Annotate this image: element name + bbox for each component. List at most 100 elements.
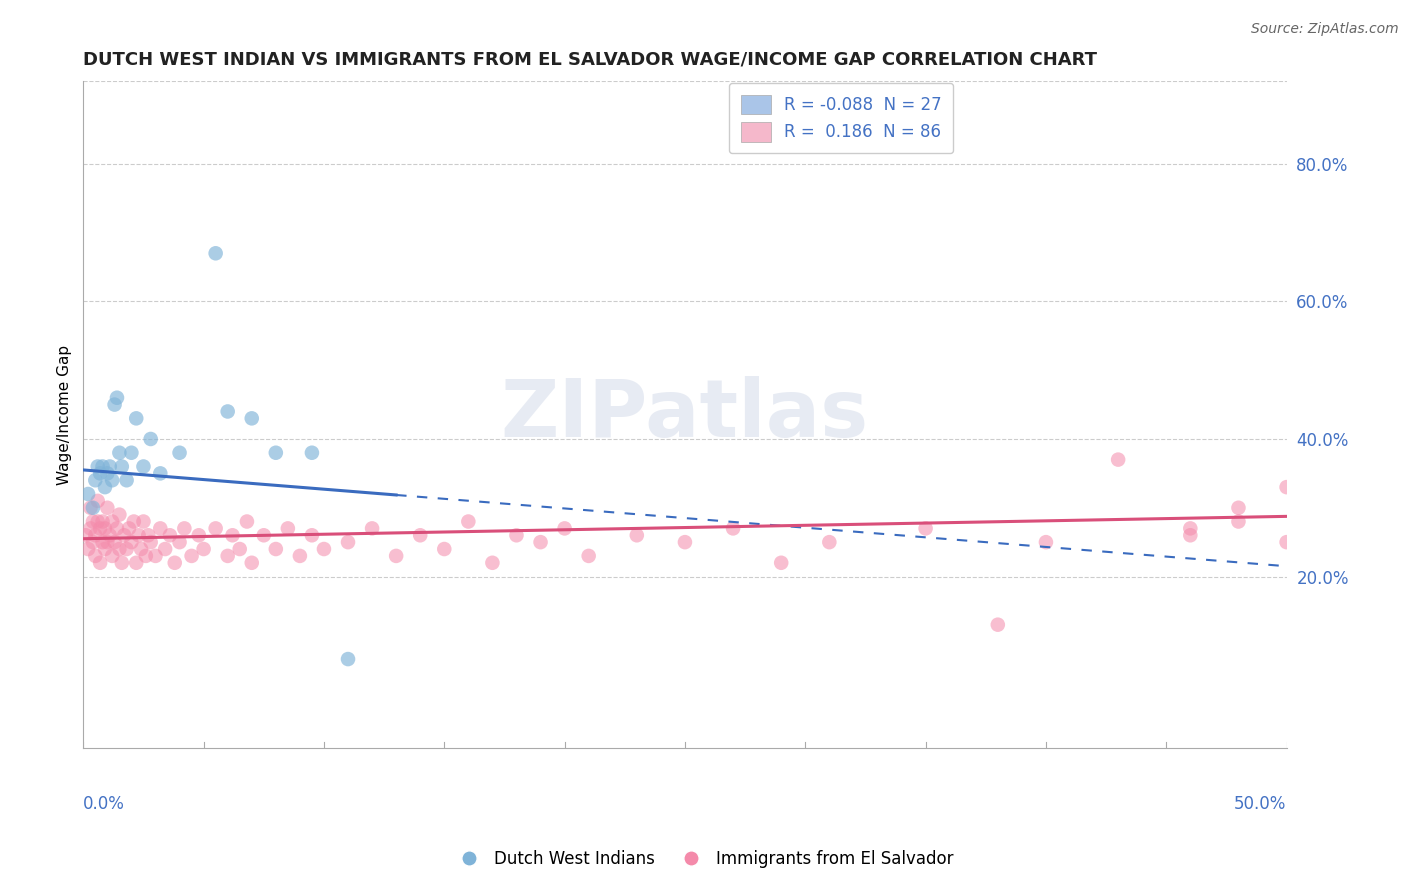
- Point: [94, 521, 117, 535]
- Point: [89, 521, 111, 535]
- Legend: Dutch West Indians, Immigrants from El Salvador: Dutch West Indians, Immigrants from El S…: [446, 844, 960, 875]
- Point: [79, 500, 101, 515]
- Point: [361, 521, 384, 535]
- Point: [187, 528, 209, 542]
- Point: [173, 521, 195, 535]
- Text: ZIPatlas: ZIPatlas: [501, 376, 869, 454]
- Point: [169, 535, 191, 549]
- Point: [1180, 521, 1202, 535]
- Point: [128, 528, 150, 542]
- Point: [120, 446, 142, 460]
- Y-axis label: Wage/Income Gap: Wage/Income Gap: [58, 345, 72, 485]
- Point: [1227, 515, 1250, 529]
- Point: [91, 515, 114, 529]
- Point: [337, 652, 360, 666]
- Point: [122, 515, 145, 529]
- Point: [87, 515, 110, 529]
- Point: [111, 459, 134, 474]
- Point: [204, 521, 226, 535]
- Point: [1180, 528, 1202, 542]
- Point: [673, 535, 696, 549]
- Point: [96, 535, 118, 549]
- Point: [433, 542, 456, 557]
- Point: [180, 549, 202, 563]
- Point: [253, 528, 276, 542]
- Point: [94, 480, 117, 494]
- Point: [77, 487, 100, 501]
- Point: [1107, 452, 1129, 467]
- Point: [457, 515, 479, 529]
- Point: [115, 473, 138, 487]
- Point: [264, 446, 287, 460]
- Point: [301, 446, 323, 460]
- Point: [105, 521, 128, 535]
- Point: [409, 528, 432, 542]
- Point: [125, 556, 148, 570]
- Point: [228, 542, 250, 557]
- Point: [84, 528, 107, 542]
- Point: [337, 535, 360, 549]
- Legend: R = -0.088  N = 27, R =  0.186  N = 86: R = -0.088 N = 27, R = 0.186 N = 86: [730, 83, 953, 153]
- Point: [77, 542, 100, 557]
- Point: [87, 494, 110, 508]
- Point: [96, 500, 118, 515]
- Point: [149, 521, 172, 535]
- Point: [103, 535, 125, 549]
- Point: [98, 528, 121, 542]
- Point: [554, 521, 576, 535]
- Point: [169, 446, 191, 460]
- Point: [721, 521, 744, 535]
- Point: [481, 556, 503, 570]
- Text: 50.0%: 50.0%: [1234, 795, 1286, 814]
- Point: [193, 542, 215, 557]
- Point: [1275, 480, 1298, 494]
- Point: [163, 556, 186, 570]
- Point: [132, 459, 155, 474]
- Point: [82, 500, 104, 515]
- Point: [136, 528, 159, 542]
- Point: [132, 515, 155, 529]
- Point: [94, 542, 117, 557]
- Point: [217, 549, 239, 563]
- Text: 0.0%: 0.0%: [83, 795, 125, 814]
- Point: [84, 549, 107, 563]
- Point: [626, 528, 648, 542]
- Point: [125, 411, 148, 425]
- Point: [221, 528, 243, 542]
- Point: [1227, 500, 1250, 515]
- Point: [89, 556, 111, 570]
- Point: [277, 521, 299, 535]
- Point: [153, 542, 176, 557]
- Point: [79, 521, 101, 535]
- Point: [204, 246, 226, 260]
- Point: [111, 556, 134, 570]
- Point: [108, 508, 131, 522]
- Point: [1035, 535, 1057, 549]
- Point: [112, 528, 135, 542]
- Point: [96, 467, 118, 481]
- Text: Source: ZipAtlas.com: Source: ZipAtlas.com: [1251, 22, 1399, 37]
- Point: [108, 542, 131, 557]
- Point: [217, 404, 239, 418]
- Point: [115, 542, 138, 557]
- Point: [159, 528, 181, 542]
- Point: [312, 542, 335, 557]
- Point: [505, 528, 527, 542]
- Point: [103, 398, 125, 412]
- Point: [91, 459, 114, 474]
- Point: [82, 535, 104, 549]
- Point: [529, 535, 551, 549]
- Point: [987, 617, 1010, 632]
- Point: [139, 432, 162, 446]
- Point: [75, 528, 97, 542]
- Point: [84, 473, 107, 487]
- Point: [118, 521, 141, 535]
- Point: [82, 515, 104, 529]
- Point: [120, 535, 142, 549]
- Point: [101, 549, 124, 563]
- Point: [91, 535, 114, 549]
- Point: [818, 535, 841, 549]
- Point: [101, 515, 124, 529]
- Point: [240, 411, 263, 425]
- Point: [301, 528, 323, 542]
